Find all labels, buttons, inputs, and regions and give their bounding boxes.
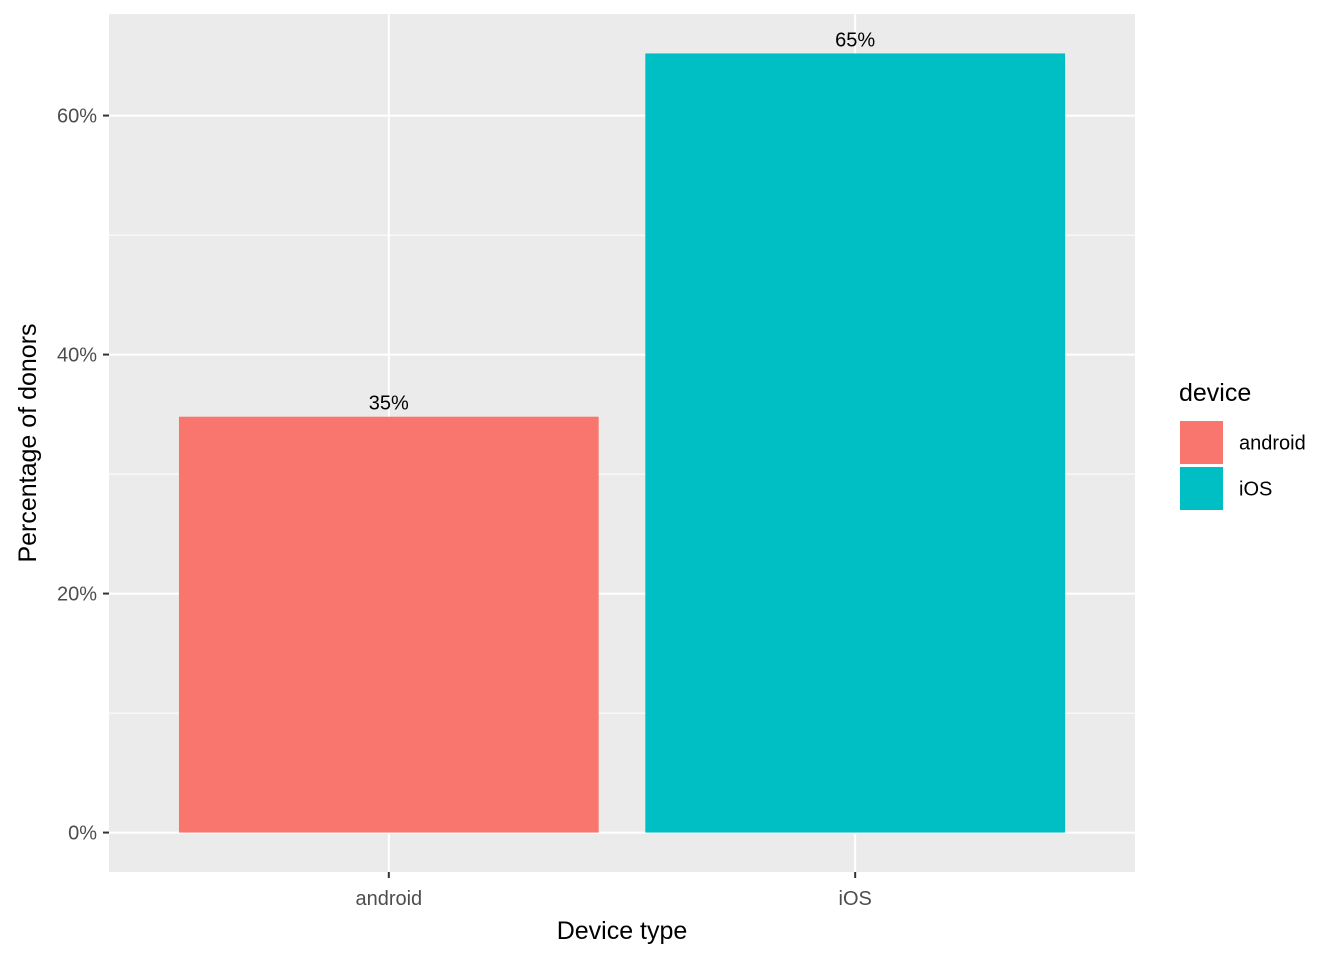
- bar-android: [178, 416, 599, 833]
- legend-label: android: [1239, 433, 1306, 455]
- y-tick-label: 0%: [68, 823, 97, 845]
- x-tick-label: iOS: [839, 888, 872, 910]
- y-tick-label: 20%: [57, 584, 97, 606]
- x-axis: android iOS: [355, 872, 872, 910]
- data-label: 65%: [835, 29, 875, 51]
- legend-swatch: [1180, 467, 1223, 510]
- x-tick-label: android: [355, 888, 422, 910]
- y-tick-label: 40%: [57, 345, 97, 367]
- data-label: 35%: [369, 393, 409, 415]
- legend-item-ios: iOS: [1180, 467, 1272, 510]
- legend-title: device: [1179, 379, 1251, 407]
- y-axis: 0% 20% 40% 60%: [57, 106, 109, 845]
- data-labels: 35% 65%: [369, 29, 876, 414]
- y-axis-title: Percentage of donors: [14, 323, 42, 562]
- y-tick-label: 60%: [57, 106, 97, 128]
- bars: [178, 53, 1066, 833]
- legend-swatch: [1180, 421, 1223, 464]
- legend-item-android: android: [1180, 421, 1306, 464]
- legend-label: iOS: [1239, 479, 1272, 501]
- bar-ios: [645, 53, 1066, 833]
- x-axis-title: Device type: [557, 917, 688, 945]
- legend: device android iOS: [1179, 379, 1306, 510]
